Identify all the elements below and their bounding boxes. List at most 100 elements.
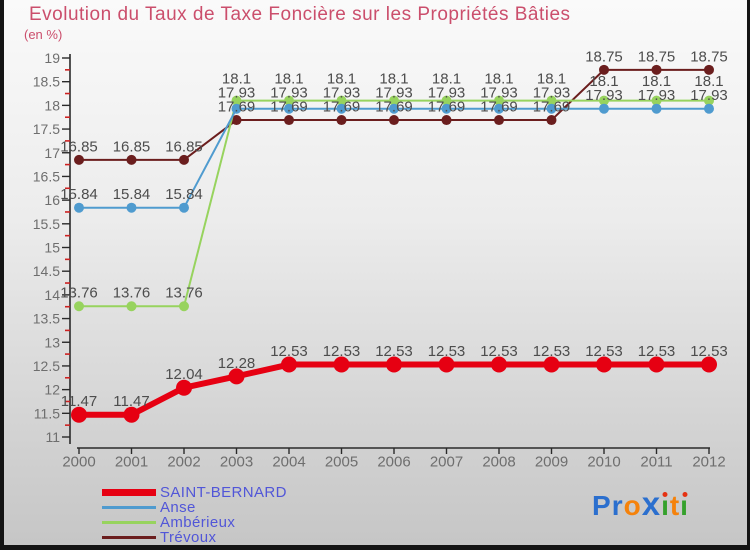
data-point-Ambérieux xyxy=(599,95,609,106)
logo-letter: ı xyxy=(661,490,670,521)
data-label: 13.76 xyxy=(113,285,151,302)
data-point-Ambérieux xyxy=(651,95,662,106)
x-tick-label: 2003 xyxy=(220,454,253,471)
data-label: 18.1 xyxy=(327,71,356,88)
data-point-SAINT-BERNARD xyxy=(281,356,297,373)
data-point-Trévoux xyxy=(599,64,609,75)
data-point-SAINT-BERNARD xyxy=(333,356,350,373)
data-label: 15.84 xyxy=(113,186,151,203)
data-point-Anse xyxy=(179,202,189,213)
x-tick-label: 2008 xyxy=(482,454,515,471)
data-label: 11.47 xyxy=(113,393,149,410)
legend-label: Ambérieux xyxy=(160,514,236,531)
data-label: 12.53 xyxy=(690,343,728,360)
data-label: 17.69 xyxy=(480,99,518,116)
y-tick-label: 15.5 xyxy=(33,216,60,232)
data-point-Anse xyxy=(74,202,84,213)
data-point-SAINT-BERNARD xyxy=(701,356,717,373)
data-point-Ambérieux xyxy=(389,95,399,106)
legend: SAINT-BERNARD Anse Ambérieux Trévoux xyxy=(102,485,287,545)
data-label: 12.53 xyxy=(375,343,413,360)
legend-label: Anse xyxy=(160,499,196,516)
y-tick-label: 14 xyxy=(44,287,60,303)
data-label: 15.84 xyxy=(60,186,98,203)
data-label: 17.93 xyxy=(533,85,571,102)
data-label: 17.93 xyxy=(270,85,308,102)
data-point-Ambérieux xyxy=(126,301,137,312)
x-tick-label: 2000 xyxy=(62,454,95,471)
data-point-Trévoux xyxy=(336,115,347,126)
legend-swatch xyxy=(102,536,156,539)
data-point-SAINT-BERNARD xyxy=(228,368,245,385)
y-tick-label: 16.5 xyxy=(33,168,60,184)
data-point-Trévoux xyxy=(179,154,189,165)
data-label: 12.53 xyxy=(533,343,571,360)
data-label: 17.93 xyxy=(638,87,676,104)
data-label: 18.1 xyxy=(432,71,461,88)
data-point-Anse xyxy=(284,103,294,114)
data-point-Anse xyxy=(336,103,347,114)
data-point-Ambérieux xyxy=(179,301,189,312)
data-label: 17.69 xyxy=(218,99,256,116)
data-label: 17.93 xyxy=(218,85,256,102)
data-point-SAINT-BERNARD xyxy=(596,356,612,373)
data-label: 17.93 xyxy=(480,85,518,102)
y-tick-label: 18.5 xyxy=(33,74,60,90)
x-tick-label: 2002 xyxy=(167,454,200,471)
legend-item-Anse: Anse xyxy=(102,500,287,515)
data-label: 15.84 xyxy=(165,186,203,203)
data-label: 17.93 xyxy=(323,85,361,102)
data-point-Ambérieux xyxy=(546,95,557,106)
x-tick-label: 2009 xyxy=(535,454,568,471)
data-point-Ambérieux xyxy=(441,95,452,106)
data-point-Ambérieux xyxy=(284,95,294,106)
data-point-SAINT-BERNARD xyxy=(176,379,192,396)
x-tick-label: 2004 xyxy=(272,454,305,471)
data-label: 18.1 xyxy=(694,73,723,90)
y-tick-label: 16 xyxy=(44,192,60,208)
legend-swatch xyxy=(102,521,156,524)
data-label: 18.75 xyxy=(585,48,623,65)
data-label: 18.1 xyxy=(537,71,566,88)
data-label: 13.76 xyxy=(60,285,98,302)
y-tick-label: 13.5 xyxy=(33,311,60,327)
x-tick-label: 2006 xyxy=(377,454,410,471)
y-tick-label: 19 xyxy=(44,50,60,66)
data-point-Ambérieux xyxy=(704,95,714,106)
x-tick-label: 2001 xyxy=(115,454,148,471)
data-point-Trévoux xyxy=(231,115,242,126)
data-label: 18.1 xyxy=(222,71,251,88)
legend-swatch xyxy=(102,489,156,496)
y-tick-label: 18 xyxy=(44,97,60,113)
logo-letter: t xyxy=(669,490,681,521)
data-label: 17.69 xyxy=(323,99,361,116)
legend-label: Trévoux xyxy=(160,529,217,546)
data-label: 16.85 xyxy=(113,138,151,155)
logo-letter: ı xyxy=(680,490,689,521)
legend-item-Trévoux: Trévoux xyxy=(102,530,287,545)
data-label: 12.53 xyxy=(428,343,466,360)
data-label: 12.04 xyxy=(165,366,203,383)
page-subtitle: (en %) xyxy=(24,27,63,42)
y-tick-label: 13 xyxy=(44,334,60,350)
data-point-Trévoux xyxy=(284,115,294,126)
data-point-Anse xyxy=(704,103,714,114)
data-label: 17.69 xyxy=(375,99,413,116)
data-label: 11.47 xyxy=(61,393,97,410)
legend-swatch xyxy=(102,506,156,509)
data-label: 17.93 xyxy=(375,85,413,102)
data-point-Anse xyxy=(389,103,399,114)
y-tick-label: 15 xyxy=(44,240,60,256)
data-point-Ambérieux xyxy=(494,95,504,106)
data-point-Trévoux xyxy=(389,115,399,126)
data-label: 18.75 xyxy=(690,48,728,65)
data-point-Ambérieux xyxy=(231,95,242,106)
data-point-SAINT-BERNARD xyxy=(491,356,507,373)
y-tick-label: 11 xyxy=(45,429,60,445)
y-tick-label: 14.5 xyxy=(33,263,60,279)
data-point-Anse xyxy=(651,103,662,114)
data-label: 12.53 xyxy=(638,343,676,360)
page-title: Evolution du Taux de Taxe Foncière sur l… xyxy=(29,4,571,25)
y-tick-label: 11.5 xyxy=(34,405,60,421)
data-point-Anse xyxy=(599,103,609,114)
